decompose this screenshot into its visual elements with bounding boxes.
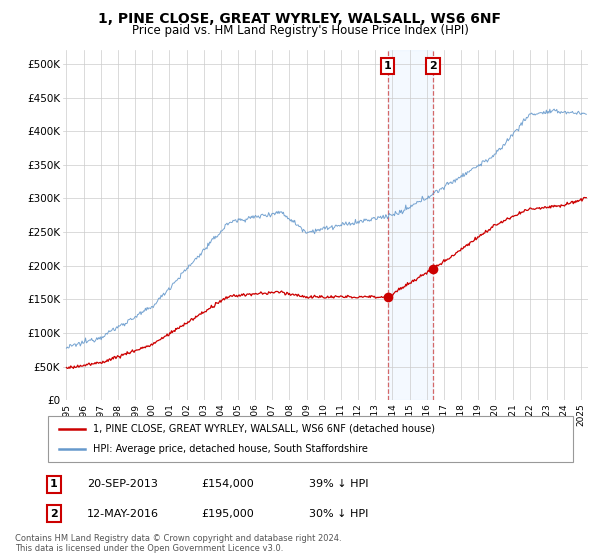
Text: HPI: Average price, detached house, South Staffordshire: HPI: Average price, detached house, Sout… [92,444,367,454]
Text: Price paid vs. HM Land Registry's House Price Index (HPI): Price paid vs. HM Land Registry's House … [131,24,469,36]
Text: 1, PINE CLOSE, GREAT WYRLEY, WALSALL, WS6 6NF (detached house): 1, PINE CLOSE, GREAT WYRLEY, WALSALL, WS… [92,424,434,434]
Text: 1: 1 [384,61,391,71]
Text: 12-MAY-2016: 12-MAY-2016 [87,508,159,519]
Text: 20-SEP-2013: 20-SEP-2013 [87,479,158,489]
Text: Contains HM Land Registry data © Crown copyright and database right 2024.
This d: Contains HM Land Registry data © Crown c… [15,534,341,553]
Text: 2: 2 [50,508,58,519]
Bar [388,50,433,400]
Text: 1: 1 [50,479,58,489]
FancyBboxPatch shape [48,416,573,462]
Text: 2: 2 [429,61,437,71]
Text: 1, PINE CLOSE, GREAT WYRLEY, WALSALL, WS6 6NF: 1, PINE CLOSE, GREAT WYRLEY, WALSALL, WS… [98,12,502,26]
Text: 39% ↓ HPI: 39% ↓ HPI [309,479,368,489]
Text: 30% ↓ HPI: 30% ↓ HPI [309,508,368,519]
Text: £195,000: £195,000 [201,508,254,519]
Text: £154,000: £154,000 [201,479,254,489]
